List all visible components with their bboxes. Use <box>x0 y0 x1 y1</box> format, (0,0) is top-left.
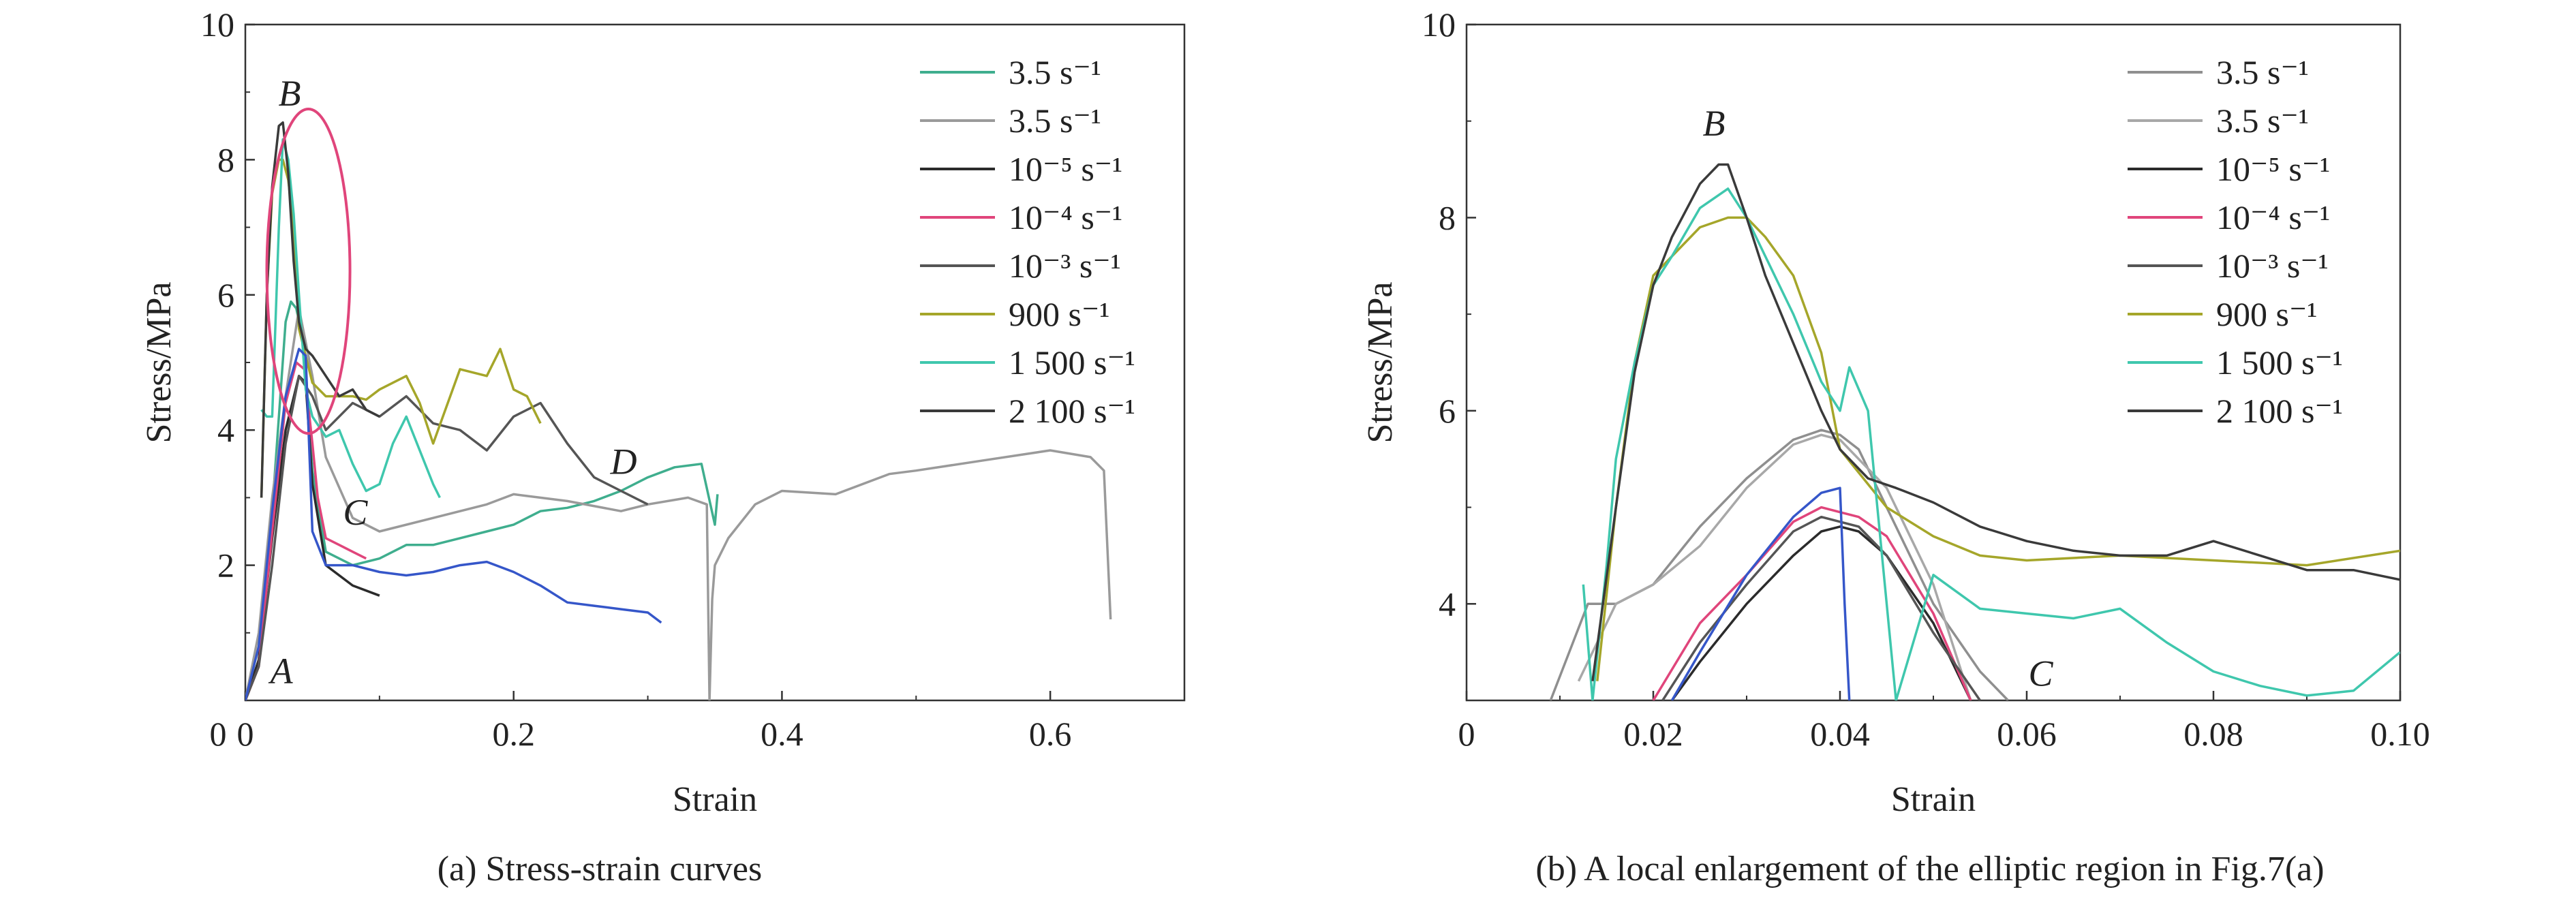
series-line-1 <box>245 300 719 700</box>
annotation-label: A <box>269 651 294 692</box>
x-tick-label: 0.06 <box>1997 715 2057 753</box>
legend-label: 10⁻³ s⁻¹ <box>1009 247 1121 285</box>
x-tick-label: 0.4 <box>761 715 803 753</box>
y-tick-label: 4 <box>217 411 234 449</box>
legend-label: 900 s⁻¹ <box>1009 295 1109 333</box>
x-axis-label: Strain <box>1891 780 1976 819</box>
series-line-8 <box>260 121 380 498</box>
legend-label: 3.5 s⁻¹ <box>2216 53 2309 91</box>
x-tick-label: 0 <box>237 715 254 753</box>
series-line-2 <box>1577 433 1972 700</box>
y-tick-label: 10 <box>200 5 234 44</box>
annotation-label: C <box>2029 653 2054 694</box>
annotation-label: D <box>610 442 637 482</box>
panel-b-caption: (b) A local enlargement of the elliptic … <box>1535 850 2324 888</box>
legend-label: 2 100 s⁻¹ <box>2216 392 2343 430</box>
y-tick-label: 8 <box>1439 198 1456 236</box>
legend-label: 10⁻⁵ s⁻¹ <box>1009 150 1122 188</box>
legend-label: 900 s⁻¹ <box>2216 295 2317 333</box>
x-axis-label: Strain <box>673 780 757 819</box>
series-line-6 <box>1596 216 2400 681</box>
series-line-5 <box>245 375 649 700</box>
legend-label: 10⁻⁴ s⁻¹ <box>2216 198 2330 236</box>
annotation-label: B <box>1703 103 1726 144</box>
y-tick-label: 6 <box>1439 392 1456 430</box>
x-tick-label: 0.04 <box>1810 715 1870 753</box>
y-tick-label: 4 <box>1439 585 1456 623</box>
legend: 3.5 s⁻¹ 3.5 s⁻¹ 10⁻⁵ s⁻¹ 10⁻⁴ s⁻¹ 10⁻³ s⁻¹ 90… <box>920 53 1135 430</box>
legend-label: 10⁻⁵ s⁻¹ <box>2216 150 2330 188</box>
series-line-3 <box>1670 525 1972 700</box>
series-line-5 <box>1661 515 1981 700</box>
x-tick-label: 0.08 <box>2183 715 2243 753</box>
legend-label: 1 500 s⁻¹ <box>2216 343 2343 382</box>
y-axis-label: Stress/MPa <box>1361 282 1400 444</box>
legend-label: 3.5 s⁻¹ <box>1009 102 1101 140</box>
panel-a-stress-strain-chart: 0 0.2 0.4 0.6 2 4 6 8 10 0 Strain Stress/MPa A B C D 3.5… <box>140 5 1186 819</box>
legend-label: 3.5 s⁻¹ <box>1009 53 1101 91</box>
highlight-ellipse <box>265 107 352 435</box>
y-tick-label: 2 <box>217 546 234 585</box>
legend-label: 1 500 s⁻¹ <box>1009 343 1135 382</box>
y-axis-label: Stress/MPa <box>140 282 179 444</box>
legend-label: 3.5 s⁻¹ <box>2216 102 2309 140</box>
legend-label: 2 100 s⁻¹ <box>1009 392 1135 430</box>
series-line-7 <box>260 138 441 499</box>
x-tick-label: 0.6 <box>1029 715 1072 753</box>
series-group <box>1549 163 2400 700</box>
annotation-label: B <box>278 73 301 114</box>
x-tick-label: 0.10 <box>2370 715 2430 753</box>
series-line-3 <box>245 375 380 700</box>
y-tick-label: 10 <box>1422 5 1456 44</box>
y-tick-label: 8 <box>217 140 234 179</box>
panel-b-enlargement-chart: 0 0.02 0.04 0.06 0.08 0.10 4 6 8 10 Strain Stress/M… <box>1361 5 2430 819</box>
series-line-1 <box>1549 429 2009 700</box>
legend-label: 10⁻⁴ s⁻¹ <box>1009 198 1122 236</box>
series-line-4 <box>1652 506 1972 700</box>
series-line-2 <box>245 307 1112 700</box>
y-tick-label: 6 <box>217 276 234 314</box>
x-tick-label: 0 <box>1458 715 1475 753</box>
series-line-8 <box>1591 163 2400 681</box>
x-tick-label: 0.02 <box>1623 715 1683 753</box>
annotation-label: C <box>343 492 368 533</box>
series-line-9 <box>1670 486 1851 700</box>
series-line-9 <box>245 347 662 700</box>
legend: 3.5 s⁻¹ 3.5 s⁻¹ 10⁻⁵ s⁻¹ 10⁻⁴ s⁻¹ 10⁻³ s⁻¹ 90… <box>2128 53 2343 430</box>
legend-label: 10⁻³ s⁻¹ <box>2216 247 2329 285</box>
x-tick-label: 0.2 <box>492 715 535 753</box>
origin-label: 0 <box>210 715 227 753</box>
panel-a-caption: (a) Stress-strain curves <box>438 850 763 888</box>
